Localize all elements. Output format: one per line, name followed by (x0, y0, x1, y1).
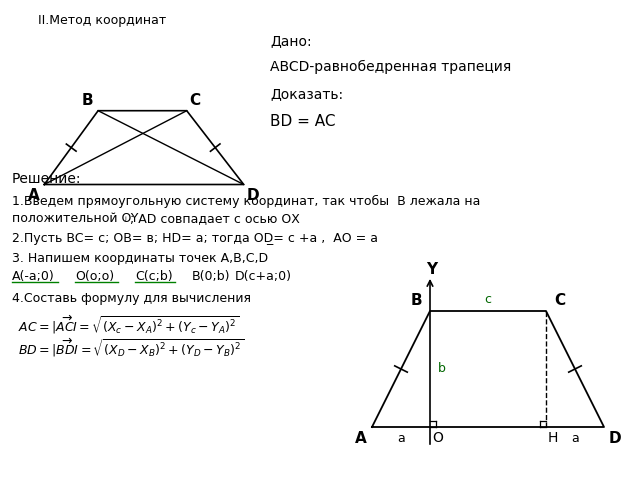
Text: A: A (28, 187, 39, 203)
Text: 2.Пусть BC= c; OB= в; HD= a; тогда OD̲= c +a ,  АО = a: 2.Пусть BC= c; OB= в; HD= a; тогда OD̲= … (12, 232, 378, 245)
Text: 3. Напишем координаты точек А,В,С,D: 3. Напишем координаты точек А,В,С,D (12, 252, 268, 265)
Text: B: B (410, 293, 422, 308)
Text: b: b (438, 363, 446, 375)
Text: $AC = |\overrightarrow{AC}I = \sqrt{(X_c - X_A)^2 + (Y_c - Y_A)^2}$: $AC = |\overrightarrow{AC}I = \sqrt{(X_c… (18, 314, 239, 336)
Text: c: c (484, 293, 491, 306)
Text: a: a (571, 432, 579, 445)
Text: Y: Y (427, 262, 437, 277)
Text: Дано:: Дано: (270, 34, 311, 48)
Text: 1.Введем прямоугольную систему координат, так чтобы  В лежала на: 1.Введем прямоугольную систему координат… (12, 195, 480, 208)
Text: BD = AC: BD = AC (270, 114, 335, 129)
Text: C(c;b): C(c;b) (135, 270, 173, 283)
Text: Решение:: Решение: (12, 172, 82, 186)
Text: A: A (355, 431, 367, 446)
Text: D(c+a;0): D(c+a;0) (235, 270, 292, 283)
Text: C: C (554, 293, 565, 308)
Text: A(-a;0): A(-a;0) (12, 270, 54, 283)
Text: D: D (609, 431, 622, 446)
Text: B: B (82, 92, 93, 108)
Text: O(o;o): O(o;o) (75, 270, 114, 283)
Text: ⱼ: ⱼ (124, 212, 126, 222)
Text: ABCD-равнобедренная трапеция: ABCD-равнобедренная трапеция (270, 60, 511, 74)
Text: $BD = |\overrightarrow{BD}I = \sqrt{(X_D - X_B)^2 + (Y_D - Y_B)^2}$: $BD = |\overrightarrow{BD}I = \sqrt{(X_D… (18, 337, 244, 359)
Text: положительной OY: положительной OY (12, 212, 139, 225)
Text: C: C (190, 92, 201, 108)
Text: a: a (397, 432, 405, 445)
Text: ; AD совпадает с осью ОХ: ; AD совпадает с осью ОХ (130, 212, 300, 225)
Text: Доказать:: Доказать: (270, 87, 343, 101)
Text: II.Метод координат: II.Метод координат (38, 14, 166, 27)
Text: 4.Составь формулу для вычисления: 4.Составь формулу для вычисления (12, 292, 251, 305)
Text: D: D (247, 187, 260, 203)
Text: O: O (432, 431, 443, 445)
Text: B(0;b): B(0;b) (192, 270, 230, 283)
Text: H: H (548, 431, 558, 445)
